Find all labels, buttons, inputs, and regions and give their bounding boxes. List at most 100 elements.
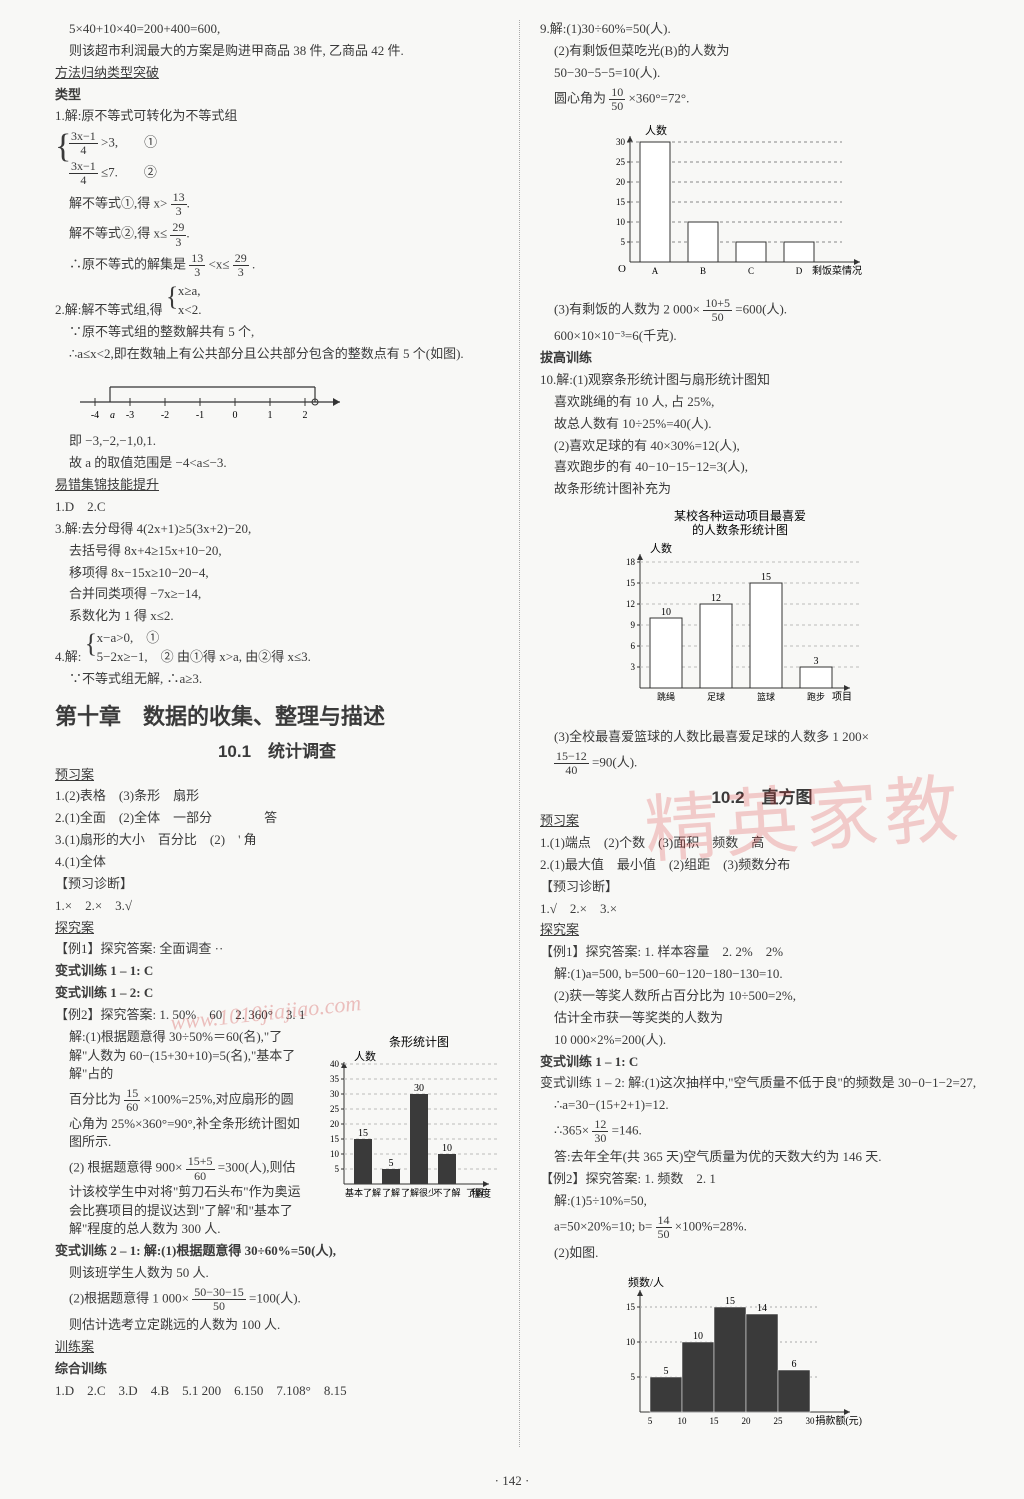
q9-6: 600×10×10⁻³=6(千克). <box>540 327 984 346</box>
p2-1: 2.解:解不等式组,得 { x≥a, x<2. <box>55 282 499 320</box>
p3-3: 移项得 8x−15x≥10−20−4, <box>55 564 499 583</box>
q9-3: 50−30−5−5=10(人). <box>540 64 984 83</box>
svg-text:篮球: 篮球 <box>757 691 775 702</box>
svg-text:-3: -3 <box>126 410 134 421</box>
li2s2: 百分比为 1560 ×100%=25%,对应扇形的圆心角为 25%×360°=9… <box>55 1087 301 1152</box>
svg-text:a: a <box>110 410 115 421</box>
q10-5: 喜欢跑步的有 40−10−15−12=3(人), <box>540 458 984 477</box>
p1-2: 解不等式①,得 x> 133. <box>55 191 499 218</box>
p2-4: 即 −3,−2,−1,0,1. <box>55 432 499 451</box>
bs12: 变式训练 1 – 2: C <box>55 984 499 1003</box>
r-li1s2: (2)获一等奖人数所占百分比为 10÷500=2%, <box>540 987 984 1006</box>
yz1: 1.× 2.× 3.√ <box>55 897 499 916</box>
bs22: (2)根据题意得 1 000× 50−30−1550 =100(人). <box>55 1286 499 1313</box>
section-102: 10.2 直方图 <box>540 783 984 808</box>
yuxi1: 1.(2)表格 (3)条形 扇形 <box>55 787 499 806</box>
q10-3: 故总人数有 10÷25%=40(人). <box>540 415 984 434</box>
zonghe: 综合训练 <box>55 1360 499 1379</box>
p1-3: 解不等式②,得 x≤ 293. <box>55 221 499 248</box>
zh1: 1.D 2.C 3.D 4.B 5.1 200 6.150 7.108° 8.1… <box>55 1382 499 1401</box>
yuxi-label: 预习案 <box>55 766 499 785</box>
q9-2: (2)有剩饭但菜吃光(B)的人数为 <box>540 42 984 61</box>
svg-text:的人数条形统计图: 的人数条形统计图 <box>692 522 788 537</box>
r-yuxi1: 1.(1)端点 (2)个数 (3)面积 频数 高 <box>540 834 984 853</box>
yuxi4: 4.(1)全体 <box>55 853 499 872</box>
svg-text:5: 5 <box>664 1366 669 1377</box>
svg-text:5: 5 <box>648 1416 653 1426</box>
svg-text:20: 20 <box>616 177 626 187</box>
r-li2: 【例2】探究答案: 1. 频数 2. 1 <box>540 1170 984 1189</box>
p3-2: 去括号得 8x+4≥15x+10−20, <box>55 542 499 561</box>
svg-text:D: D <box>796 266 803 276</box>
chapter-heading: 第十章 数据的收集、整理与描述 <box>55 699 499 731</box>
p2-3: ∴a≤x<2,即在数轴上有公共部分且公共部分包含的整数点有 5 个(如图). <box>55 345 499 364</box>
svg-text:0: 0 <box>233 410 238 421</box>
svg-text:2: 2 <box>303 410 308 421</box>
p3-4: 合并同类项得 −7x≥−14, <box>55 585 499 604</box>
q10-7b: 15−1240 =90(人). <box>540 750 984 777</box>
svg-text:25: 25 <box>330 1104 340 1114</box>
sec-method: 方法归纳类型突破 <box>55 64 499 83</box>
section-101: 10.1 统计调查 <box>55 737 499 762</box>
svg-text:30: 30 <box>806 1416 816 1426</box>
bs21: 变式训练 2 – 1: 解:(1)根据题意得 30÷60%=50(人), <box>55 1242 499 1261</box>
svg-text:1: 1 <box>268 410 273 421</box>
r-li2s2: a=50×20%=10; b= 1450 ×100%=28%. <box>540 1214 984 1241</box>
svg-text:项目: 项目 <box>832 691 852 703</box>
svg-text:15: 15 <box>725 1296 735 1307</box>
r-bs12a: 变式训练 1 – 2: 解:(1)这次抽样中,"空气质量不低于良"的频数是 30… <box>540 1074 984 1093</box>
left-l2: 则该超市利润最大的方案是购进甲商品 38 件, 乙商品 42 件. <box>55 42 499 61</box>
svg-text:某校各种运动项目最喜爱: 某校各种运动项目最喜爱 <box>674 508 806 523</box>
r-li1s4: 10 000×2%=200(人). <box>540 1031 984 1050</box>
svg-text:10: 10 <box>678 1416 688 1426</box>
q9-5: (3)有剩饭的人数为 2 000× 10+550 =600(人). <box>540 297 984 324</box>
r-bs12c: ∴365× 1230 =146. <box>540 1118 984 1145</box>
svg-text:15: 15 <box>358 1128 368 1139</box>
r-li1s1: 解:(1)a=500, b=500−60−120−180−130=10. <box>540 965 984 984</box>
svg-text:30: 30 <box>616 137 626 147</box>
bs22c: 则估计选考立定跳远的人数为 100 人. <box>55 1316 499 1335</box>
leixing: 类型 <box>55 86 499 105</box>
svg-text:15: 15 <box>710 1416 720 1426</box>
q10-4: (2)喜欢足球的有 40×30%=12(人), <box>540 437 984 456</box>
sec-yicuo: 易错集锦技能提升 <box>55 476 499 495</box>
bs11: 变式训练 1 – 1: C <box>55 962 499 981</box>
system1: 3x−14 >3, ① 3x−14 ≤7. ② <box>55 130 499 187</box>
xunlian: 训练案 <box>55 1338 499 1357</box>
q9-1: 9.解:(1)30÷60%=50(人). <box>540 20 984 39</box>
svg-text:跑步: 跑步 <box>807 691 825 702</box>
li1: 【例1】探究答案: 全面调查 ·· <box>55 940 499 959</box>
svg-text:12: 12 <box>626 599 635 609</box>
svg-text:6: 6 <box>631 641 636 651</box>
p3-5: 系数化为 1 得 x≤2. <box>55 607 499 626</box>
svg-text:25: 25 <box>774 1416 784 1426</box>
svg-text:15: 15 <box>626 578 636 588</box>
svg-text:15: 15 <box>330 1134 340 1144</box>
p2-2: ∵原不等式组的整数解共有 5 个, <box>55 323 499 342</box>
svg-text:频数/人: 频数/人 <box>628 1275 664 1289</box>
li2: 【例2】探究答案: 1. 50% 60 2. 360° 3. 1 <box>55 1006 499 1025</box>
p1-4: ∴原不等式的解集是 133 <x≤ 293 . <box>55 252 499 279</box>
r-li1s3: 估计全市获一等奖类的人数为 <box>540 1009 984 1028</box>
svg-text:3: 3 <box>814 656 819 667</box>
r-yuxi2: 2.(1)最大值 最小值 (2)组距 (3)频数分布 <box>540 856 984 875</box>
svg-text:A: A <box>652 266 659 276</box>
r-bs12e: 答:去年全年(共 365 天)空气质量为优的天数大约为 146 天. <box>540 1148 984 1167</box>
svg-text:程度: 程度 <box>471 1187 491 1200</box>
svg-text:剩饭菜情况: 剩饭菜情况 <box>812 264 862 277</box>
svg-text:C: C <box>748 266 754 276</box>
bagao: 拔高训练 <box>540 349 984 368</box>
svg-text:15: 15 <box>761 572 771 583</box>
svg-text:40: 40 <box>330 1059 340 1069</box>
r-yz1: 1.√ 2.× 3.× <box>540 900 984 919</box>
svg-text:20: 20 <box>330 1119 340 1129</box>
svg-text:12: 12 <box>711 593 721 604</box>
svg-text:了解很少: 了解很少 <box>401 1187 437 1198</box>
svg-text:10: 10 <box>442 1143 452 1154</box>
q10-7: (3)全校最喜爱篮球的人数比最喜爱足球的人数多 1 200× <box>540 728 984 747</box>
svg-text:6: 6 <box>792 1359 797 1370</box>
svg-text:不了解: 不了解 <box>433 1187 460 1198</box>
r-yuxizd: 【预习诊断】 <box>540 878 984 897</box>
bs21b: 则该班学生人数为 50 人. <box>55 1264 499 1283</box>
li2s1: 解:(1)根据题意得 30÷50%＝60(名),"了解"人数为 60−(15+3… <box>55 1028 301 1085</box>
